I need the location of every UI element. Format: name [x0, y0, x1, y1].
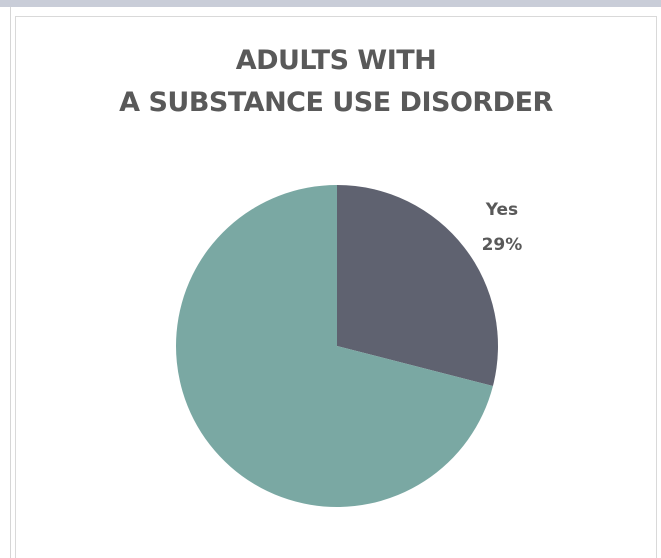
- pie-label-category: Yes: [485, 200, 518, 220]
- pie-slice-yes: [337, 185, 498, 387]
- pie-slices: [176, 185, 498, 507]
- pie-labels: Yes 29%: [482, 200, 523, 255]
- pie-label-percent: 29%: [482, 235, 523, 255]
- top-border-bar: [0, 0, 661, 7]
- chart-title: ADULTS WITH A SUBSTANCE USE DISORDER: [15, 40, 657, 124]
- left-panel-edge: [0, 7, 11, 558]
- chart-title-line-2: A SUBSTANCE USE DISORDER: [119, 87, 553, 118]
- chart-title-line-1: ADULTS WITH: [235, 45, 437, 76]
- pie-slice-other: [176, 185, 493, 507]
